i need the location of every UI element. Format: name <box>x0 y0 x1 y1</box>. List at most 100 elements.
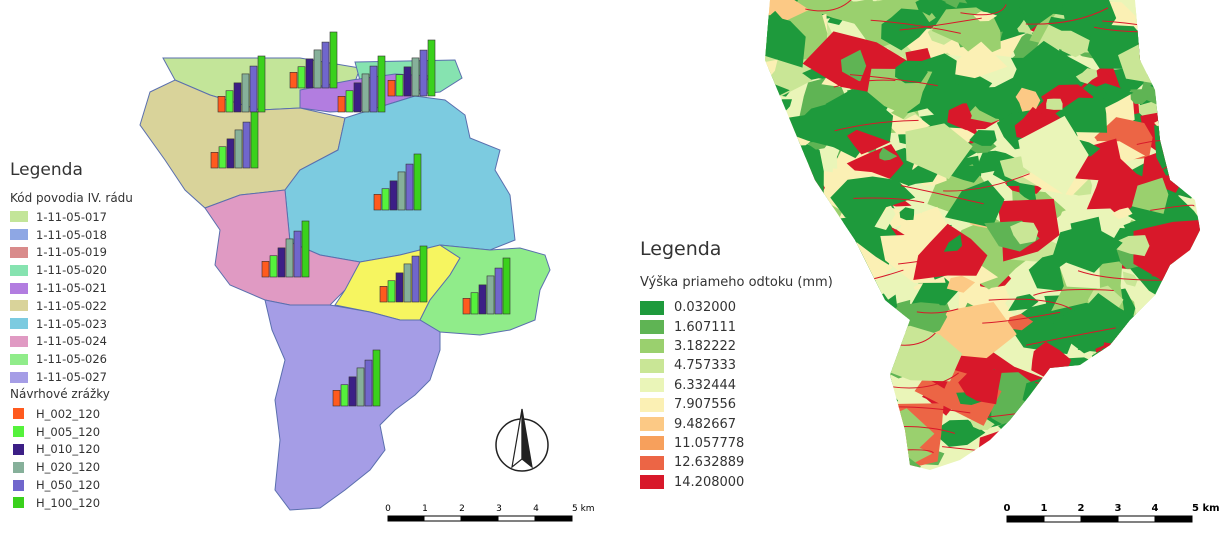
rainfall-bar <box>321 41 330 89</box>
runoff-patch <box>1027 407 1077 440</box>
rainfall-bar <box>361 73 370 113</box>
rainfall-bar <box>241 73 250 113</box>
runoff-patch <box>1062 392 1081 406</box>
runoff-patch <box>775 388 866 451</box>
runoff-patch <box>862 449 896 470</box>
runoff-raster <box>765 0 1200 470</box>
rainfall-legend-item: H_005_120 <box>10 423 100 441</box>
runoff-line <box>900 185 984 205</box>
runoff-legend-label: 3.182222 <box>674 338 737 354</box>
runoff-line <box>834 119 919 132</box>
rainfall-bar <box>297 66 306 89</box>
rainfall-bar <box>234 129 243 169</box>
rainfall-bar <box>293 230 302 278</box>
rainfall-bar <box>305 58 314 89</box>
runoff-patch <box>1058 207 1079 223</box>
runoff-patch <box>1138 330 1177 367</box>
runoff-patch <box>821 220 842 231</box>
runoff-line <box>870 19 961 34</box>
runoff-patch <box>1092 350 1143 384</box>
runoff-patch <box>1065 465 1090 470</box>
rainfall-bar <box>261 261 270 278</box>
runoff-patch <box>765 140 799 160</box>
runoff-map: 0 1 2 3 4 5 km <box>765 0 1220 523</box>
rainfall-bar <box>337 96 346 113</box>
runoff-patch <box>765 374 778 390</box>
runoff-patch <box>911 277 959 306</box>
runoff-patch <box>784 182 819 206</box>
runoff-patch <box>1106 352 1153 380</box>
scale-tick-r1: 1 <box>1041 503 1048 514</box>
catchment-legend-label: 1-11-05-027 <box>36 370 107 385</box>
runoff-line <box>1026 327 1116 346</box>
runoff-line <box>899 17 982 31</box>
scale-tick-2: 2 <box>459 504 465 514</box>
runoff-patch <box>1128 431 1177 469</box>
runoff-patch <box>797 243 853 275</box>
runoff-patch <box>777 400 837 442</box>
runoff-line <box>1120 385 1191 397</box>
runoff-patch <box>1043 393 1114 445</box>
runoff-patch <box>877 423 900 435</box>
runoff-patch <box>956 392 989 405</box>
runoff-patch <box>1144 446 1200 470</box>
rainfall-bar <box>419 49 428 97</box>
runoff-patch <box>1046 98 1063 110</box>
runoff-patch <box>768 367 794 383</box>
runoff-legend-label: 9.482667 <box>674 416 737 432</box>
runoff-patch <box>786 312 814 330</box>
runoff-patch <box>1015 87 1041 112</box>
rainfall-bar <box>233 82 242 113</box>
rainfall-legend-swatch <box>13 497 24 509</box>
runoff-patch <box>853 415 907 453</box>
rainfall-bar <box>226 138 235 169</box>
rainfall-bar <box>411 255 420 303</box>
runoff-patch <box>1106 440 1122 453</box>
runoff-legend: 0.032000 1.607111 3.182222 4.757333 6.332444… <box>640 298 744 492</box>
runoff-legend-label: 7.907556 <box>674 397 737 413</box>
runoff-patch <box>774 419 796 431</box>
runoff-patch <box>1188 33 1200 48</box>
runoff-patch <box>1151 314 1200 365</box>
runoff-patch <box>1170 91 1200 131</box>
runoff-patch <box>1028 432 1104 470</box>
runoff-line <box>1150 204 1195 211</box>
rainfall-bar <box>249 65 258 113</box>
runoff-patch <box>895 60 928 84</box>
runoff-legend-label: 12.632889 <box>674 455 745 471</box>
catchment-legend-item: 1-11-05-027 <box>10 368 107 386</box>
runoff-patch <box>1162 344 1200 388</box>
runoff-patch <box>1018 115 1089 196</box>
rainfall-bar <box>486 275 495 315</box>
runoff-line <box>1077 408 1158 421</box>
rainfall-bar <box>462 298 471 315</box>
runoff-patch <box>774 411 870 449</box>
runoff-patch <box>769 221 781 233</box>
scale-tick-r4: 4 <box>1152 503 1159 514</box>
runoff-patch <box>765 196 784 231</box>
runoff-patch <box>799 296 819 308</box>
runoff-patch <box>1165 453 1194 470</box>
rainfall-legend-label: H_020_120 <box>36 460 101 475</box>
runoff-patch <box>905 123 973 180</box>
rainfall-legend-heading: Návrhové zrážky <box>10 387 110 401</box>
runoff-patch <box>1151 399 1200 456</box>
runoff-patch <box>765 158 776 170</box>
rainfall-bar <box>395 74 404 97</box>
catchment-legend-label: 1-11-05-019 <box>36 245 107 260</box>
runoff-patch <box>1122 411 1177 443</box>
catchment-legend-swatch <box>10 371 28 383</box>
rainfall-bar <box>387 280 396 303</box>
runoff-line <box>1033 289 1114 296</box>
runoff-patch <box>774 464 802 470</box>
runoff-patch <box>883 302 948 339</box>
runoff-patch <box>776 178 800 194</box>
runoff-patch <box>1019 182 1037 205</box>
runoff-patch <box>977 285 1007 308</box>
runoff-patch <box>958 367 1002 405</box>
runoff-patch <box>1070 368 1084 383</box>
runoff-line <box>1025 7 1109 25</box>
catchment-legend-swatch <box>10 300 28 312</box>
runoff-patch <box>1140 426 1195 470</box>
runoff-patch <box>986 448 1049 470</box>
